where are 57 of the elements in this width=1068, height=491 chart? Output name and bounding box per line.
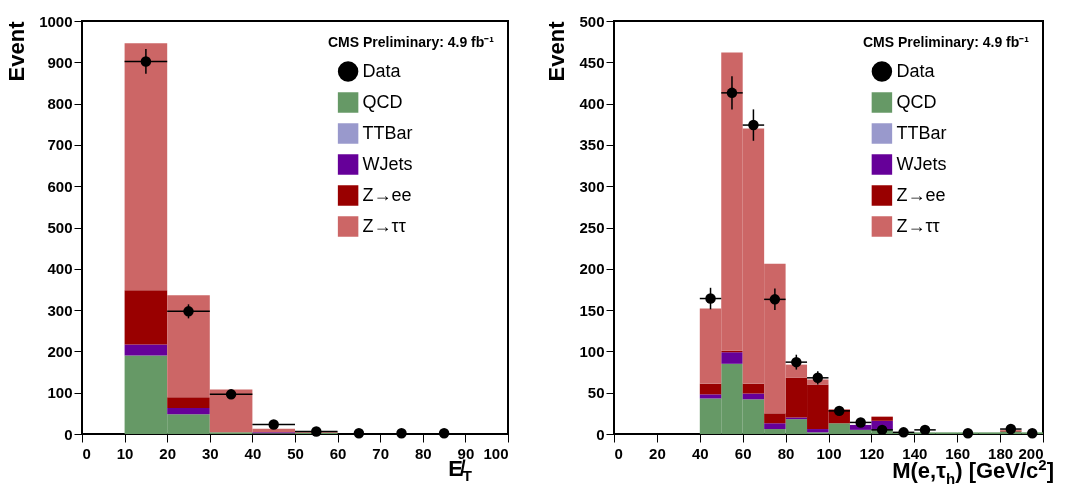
x-tick-label: 50 — [287, 444, 304, 462]
y-tick-label: 200 — [579, 260, 605, 278]
y-tick-label: 400 — [579, 95, 605, 113]
legend-label: QCD — [896, 91, 937, 112]
x-tick-label: 160 — [945, 444, 971, 462]
y-tick-label: 600 — [47, 177, 73, 195]
y-tick-label: 100 — [47, 384, 73, 402]
y-tick-label: 300 — [579, 177, 605, 195]
y-tick-label: 900 — [47, 53, 73, 71]
legend-label: QCD — [362, 91, 403, 112]
y-tick-label: 800 — [47, 95, 73, 113]
y-tick-label: 300 — [47, 301, 73, 319]
y-axis-title: Event — [544, 20, 570, 82]
legend-label: TTBar — [362, 122, 413, 143]
y-tick-label: 150 — [579, 301, 605, 319]
x-tick-label: 20 — [649, 444, 666, 462]
x-tick-label: 120 — [859, 444, 885, 462]
legend-label: Z→ττ — [896, 215, 940, 236]
x-tick-label: 100 — [483, 444, 509, 462]
y-tick-label: 0 — [596, 425, 605, 443]
x-tick-label: 80 — [777, 444, 795, 462]
x-tick-label: 80 — [414, 444, 432, 462]
y-tick-label: 0 — [64, 425, 73, 443]
annotation: CMS Preliminary: 4.9 fb⁻¹ — [327, 34, 495, 50]
x-tick-label: 40 — [691, 444, 709, 462]
y-axis-title: Event — [4, 20, 30, 82]
x-tick-label: 30 — [201, 444, 219, 462]
x-tick-label: 60 — [734, 444, 752, 462]
x-tick-label: 10 — [116, 444, 134, 462]
x-tick-label: 60 — [329, 444, 347, 462]
x-tick-label: 180 — [988, 444, 1014, 462]
annotation: CMS Preliminary: 4.9 fb⁻¹ — [862, 34, 1030, 50]
y-tick-label: 400 — [47, 260, 73, 278]
x-tick-label: 0 — [82, 444, 91, 462]
y-tick-label: 250 — [579, 219, 605, 236]
y-tick-label: 1000 — [39, 12, 73, 30]
legend-label: Data — [362, 60, 402, 81]
x-tick-label: 20 — [159, 444, 177, 462]
y-tick-label: 500 — [47, 219, 73, 236]
legend-label: Z→ee — [896, 184, 946, 205]
x-tick-label: 100 — [816, 444, 842, 462]
y-tick-label: 200 — [47, 342, 73, 360]
y-tick-label: 350 — [579, 136, 605, 154]
y-tick-label: 700 — [47, 136, 73, 154]
legend-label: WJets — [362, 153, 413, 174]
y-tick-label: 50 — [587, 384, 605, 402]
legend-label: Z→ττ — [362, 215, 406, 236]
legend-label: Z→ee — [362, 184, 412, 205]
x-tick-label: 40 — [244, 444, 262, 462]
y-tick-label: 100 — [579, 342, 605, 360]
x-tick-label: 70 — [372, 444, 390, 462]
legend-label: TTBar — [896, 122, 947, 143]
legend-label: Data — [896, 60, 936, 81]
legend-label: WJets — [896, 153, 947, 174]
y-tick-label: 450 — [579, 53, 605, 71]
x-tick-label: 0 — [614, 444, 623, 462]
y-tick-label: 500 — [579, 12, 605, 30]
